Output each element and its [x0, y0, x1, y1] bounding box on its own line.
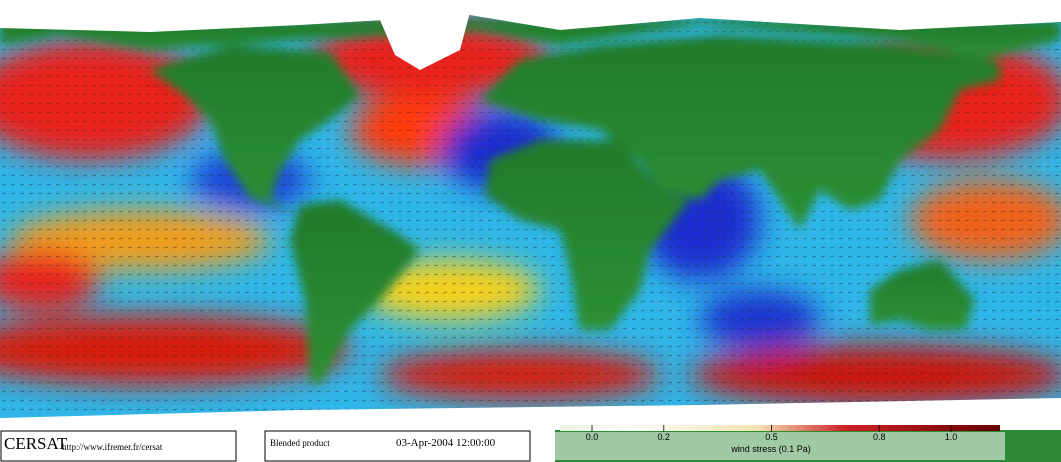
- colorbar-tick-label: 0.2: [658, 432, 671, 442]
- colorbar-tick-label: 0.5: [765, 432, 778, 442]
- land: [0, 20, 1061, 385]
- logo-box: [0, 430, 237, 462]
- timestamp: 03-Apr-2004 12:00:00: [396, 437, 496, 449]
- logo: CERSAT: [4, 434, 68, 453]
- info-box: [264, 430, 531, 462]
- colorbar-tick-label: 0.0: [586, 432, 599, 442]
- colorbar: [560, 425, 1000, 431]
- colorbar-tick-label: 0.8: [873, 432, 886, 442]
- product: Blended product: [270, 438, 330, 448]
- colorbar-tick-label: 1.0: [945, 432, 958, 442]
- url: http://www.ifremer.fr/cersat: [62, 442, 163, 452]
- ice: [0, 0, 1061, 430]
- colorbar-label-panel: [555, 432, 1005, 460]
- colorbar-label: wind stress (0.1 Pa): [730, 444, 811, 454]
